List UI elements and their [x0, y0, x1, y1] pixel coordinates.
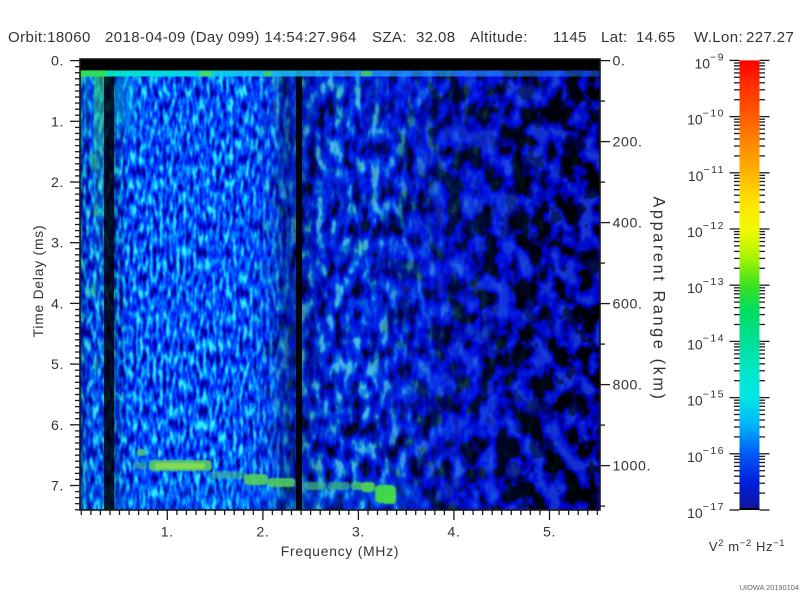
svg-text:10−15: 10−15 — [687, 389, 725, 409]
svg-text:Altitude:: Altitude: — [470, 29, 528, 46]
svg-text:2018-04-09 (Day 099) 14:54:27.: 2018-04-09 (Day 099) 14:54:27.964 — [105, 29, 357, 46]
svg-text:0.: 0. — [613, 54, 626, 70]
svg-text:10−17: 10−17 — [687, 501, 725, 521]
svg-text:10−16: 10−16 — [687, 445, 725, 465]
svg-text:10−9: 10−9 — [694, 51, 725, 71]
svg-text:4.: 4. — [447, 525, 460, 541]
svg-text:UIOWA 20190104: UIOWA 20190104 — [740, 583, 799, 592]
svg-text:W.Lon:: W.Lon: — [694, 29, 743, 46]
svg-text:5.: 5. — [543, 525, 556, 541]
svg-text:7.: 7. — [51, 479, 64, 495]
svg-text:3.: 3. — [352, 525, 365, 541]
svg-text:5.: 5. — [51, 357, 64, 373]
svg-text:10−14: 10−14 — [687, 332, 725, 352]
svg-text:227.27: 227.27 — [746, 29, 794, 46]
svg-text:Time Delay (ms): Time Delay (ms) — [31, 225, 46, 338]
svg-text:SZA:: SZA: — [372, 29, 407, 46]
svg-text:Lat:: Lat: — [601, 29, 628, 46]
svg-text:Frequency (MHz): Frequency (MHz) — [281, 544, 400, 559]
svg-text:V2 m−2 Hz−1: V2 m−2 Hz−1 — [709, 538, 785, 554]
svg-text:800.: 800. — [613, 378, 643, 394]
svg-text:14.65: 14.65 — [636, 29, 676, 46]
svg-text:400.: 400. — [613, 216, 643, 232]
svg-text:1000.: 1000. — [613, 459, 652, 475]
svg-text:10−12: 10−12 — [687, 220, 725, 240]
svg-text:10−13: 10−13 — [687, 276, 725, 296]
svg-text:600.: 600. — [613, 297, 643, 313]
svg-text:2.: 2. — [51, 175, 64, 191]
svg-text:Apparent Range (km): Apparent Range (km) — [650, 196, 668, 401]
svg-text:2.: 2. — [256, 525, 269, 541]
svg-text:200.: 200. — [613, 135, 643, 151]
svg-text:32.08: 32.08 — [416, 29, 456, 46]
svg-text:1.: 1. — [51, 114, 64, 130]
svg-text:3.: 3. — [51, 236, 64, 252]
svg-text:1145: 1145 — [553, 29, 587, 46]
svg-text:Orbit:18060: Orbit:18060 — [8, 29, 91, 46]
svg-text:1.: 1. — [161, 525, 174, 541]
svg-text:0.: 0. — [51, 54, 64, 70]
svg-text:6.: 6. — [51, 418, 64, 434]
svg-text:10−11: 10−11 — [688, 164, 725, 184]
svg-text:4.: 4. — [51, 296, 64, 312]
svg-text:10−10: 10−10 — [687, 108, 725, 128]
